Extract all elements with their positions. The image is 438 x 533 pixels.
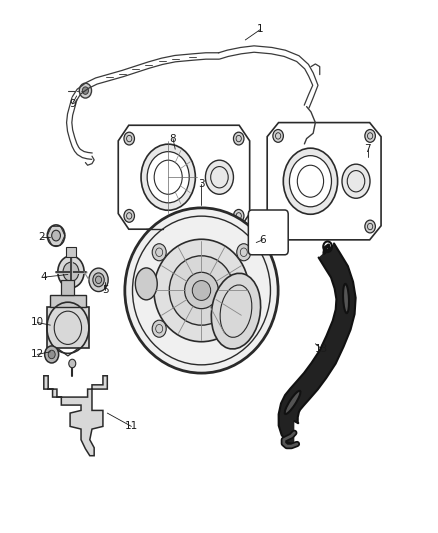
Circle shape xyxy=(273,130,283,142)
Polygon shape xyxy=(267,123,381,240)
Circle shape xyxy=(152,320,166,337)
Circle shape xyxy=(290,156,332,207)
Circle shape xyxy=(52,230,60,241)
Circle shape xyxy=(141,144,195,211)
Text: 12: 12 xyxy=(31,350,44,359)
Circle shape xyxy=(233,132,244,145)
Circle shape xyxy=(237,244,251,261)
Bar xyxy=(61,280,74,295)
Circle shape xyxy=(124,132,134,145)
Circle shape xyxy=(275,216,283,226)
Circle shape xyxy=(365,130,375,142)
Text: 2: 2 xyxy=(38,232,45,242)
Text: 9: 9 xyxy=(69,99,76,109)
Circle shape xyxy=(69,359,76,368)
Bar xyxy=(47,308,89,348)
Ellipse shape xyxy=(154,239,249,342)
Circle shape xyxy=(48,350,55,359)
Ellipse shape xyxy=(192,280,211,301)
Ellipse shape xyxy=(343,284,349,313)
Bar xyxy=(50,295,86,308)
Text: 13: 13 xyxy=(315,344,328,354)
Circle shape xyxy=(273,220,283,233)
Circle shape xyxy=(283,148,338,214)
Text: 3: 3 xyxy=(198,179,205,189)
Text: 11: 11 xyxy=(125,422,138,431)
Circle shape xyxy=(365,220,375,233)
Ellipse shape xyxy=(170,256,234,325)
Circle shape xyxy=(147,152,189,203)
Polygon shape xyxy=(44,376,107,456)
Circle shape xyxy=(259,222,277,243)
Circle shape xyxy=(205,160,233,195)
Circle shape xyxy=(89,268,108,292)
Polygon shape xyxy=(118,125,250,229)
Text: 10: 10 xyxy=(31,318,44,327)
Text: 8: 8 xyxy=(170,134,177,143)
Circle shape xyxy=(152,244,166,261)
Text: 7: 7 xyxy=(364,144,371,154)
Circle shape xyxy=(254,239,261,248)
Text: 6: 6 xyxy=(259,235,266,245)
Circle shape xyxy=(82,87,88,94)
Circle shape xyxy=(63,262,79,281)
Circle shape xyxy=(47,225,65,246)
Ellipse shape xyxy=(125,208,278,373)
Ellipse shape xyxy=(185,272,218,309)
Circle shape xyxy=(237,320,251,337)
Ellipse shape xyxy=(285,391,300,414)
Ellipse shape xyxy=(211,273,261,349)
Text: 1: 1 xyxy=(257,25,264,34)
Circle shape xyxy=(124,209,134,222)
Circle shape xyxy=(233,209,244,222)
FancyBboxPatch shape xyxy=(248,210,288,255)
Bar xyxy=(66,247,76,257)
Circle shape xyxy=(95,276,102,284)
Circle shape xyxy=(342,164,370,198)
Polygon shape xyxy=(279,244,356,445)
Circle shape xyxy=(45,346,59,363)
Circle shape xyxy=(58,256,84,288)
Circle shape xyxy=(79,83,92,98)
Text: 5: 5 xyxy=(102,286,109,295)
Circle shape xyxy=(93,273,104,287)
Ellipse shape xyxy=(135,268,157,300)
Text: 4: 4 xyxy=(40,272,47,282)
